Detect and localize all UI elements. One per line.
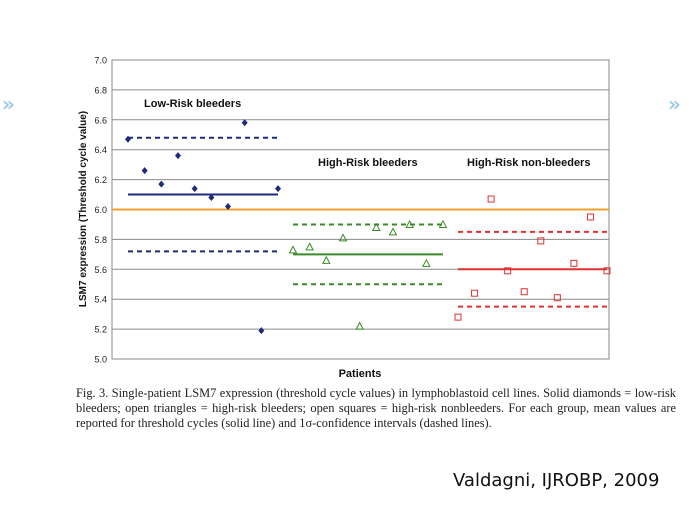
data-point-diamond xyxy=(225,203,231,211)
data-point-diamond xyxy=(125,135,131,143)
y-tick-label: 5.2 xyxy=(94,325,107,335)
data-point-square xyxy=(553,294,561,302)
data-point-square xyxy=(586,213,594,221)
data-point-triangle xyxy=(405,219,415,228)
data-point-triangle xyxy=(321,255,331,264)
data-point-square xyxy=(504,267,512,275)
data-point-triangle xyxy=(305,242,315,251)
group-label: High-Risk bleeders xyxy=(318,157,418,169)
data-point-square xyxy=(471,289,479,297)
y-tick-label: 5.4 xyxy=(94,295,107,305)
data-point-triangle xyxy=(371,222,381,231)
data-point-triangle xyxy=(438,219,448,228)
data-point-diamond xyxy=(191,185,198,193)
y-tick-label: 5.0 xyxy=(94,355,107,365)
data-point-diamond xyxy=(258,327,265,335)
data-point-diamond xyxy=(175,152,181,160)
data-point-diamond xyxy=(275,185,281,193)
group-label: High-Risk non-bleeders xyxy=(467,157,590,169)
data-point-square xyxy=(487,195,495,203)
data-point-square xyxy=(603,267,611,275)
y-axis-label: LSM7 expression (Threshold cycle value) xyxy=(78,111,89,307)
group-label: Low-Risk bleeders xyxy=(144,98,241,110)
y-tick-label: 6.0 xyxy=(94,205,107,215)
y-tick-label: 7.0 xyxy=(94,56,107,66)
data-point-diamond xyxy=(141,167,148,175)
y-tick-label: 6.2 xyxy=(94,175,107,185)
y-tick-label: 5.8 xyxy=(94,235,107,245)
figure-caption: Fig. 3. Single-patient LSM7 expression (… xyxy=(76,386,676,430)
data-point-triangle xyxy=(338,233,348,242)
data-point-triangle xyxy=(421,258,431,267)
data-point-triangle xyxy=(355,321,365,330)
data-point-triangle xyxy=(388,227,398,236)
data-point-diamond xyxy=(158,180,165,188)
data-point-square xyxy=(454,313,462,321)
y-tick-label: 6.8 xyxy=(94,85,107,95)
y-tick-label: 5.6 xyxy=(94,265,107,275)
threshold-cycle-chart: 5.0 5.2 5.4 5.6 5.8 6.0 6.2 6.4 6.6 6.8 7.0 Patient… xyxy=(78,56,611,380)
x-axis-label: Patients xyxy=(339,368,382,380)
data-point-diamond xyxy=(241,119,248,127)
data-point-square xyxy=(537,237,545,245)
data-point-diamond xyxy=(208,194,215,202)
data-point-triangle xyxy=(288,245,298,254)
y-tick-label: 6.4 xyxy=(94,145,107,155)
data-point-square xyxy=(570,259,578,267)
data-point-square xyxy=(520,288,528,296)
y-tick-label: 6.6 xyxy=(94,115,107,125)
citation: Valdagni, IJROBP, 2009 xyxy=(453,470,660,491)
